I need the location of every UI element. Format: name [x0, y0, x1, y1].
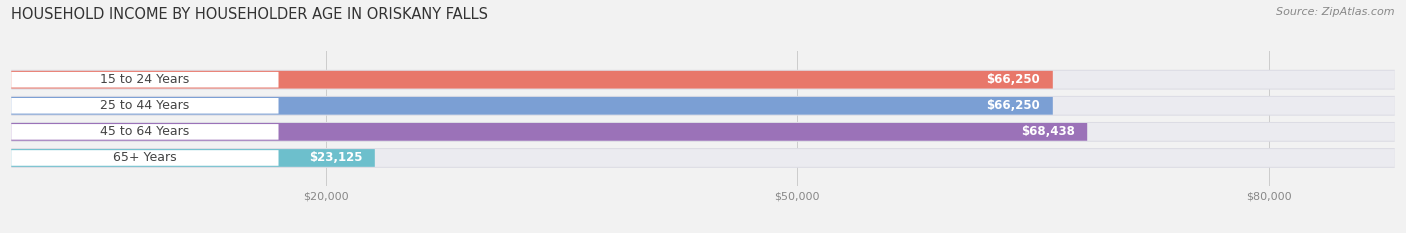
FancyBboxPatch shape [11, 123, 1087, 141]
FancyBboxPatch shape [11, 97, 1395, 115]
FancyBboxPatch shape [11, 71, 1053, 89]
Text: $66,250: $66,250 [987, 99, 1040, 112]
FancyBboxPatch shape [11, 96, 1395, 116]
Text: $66,250: $66,250 [987, 73, 1040, 86]
FancyBboxPatch shape [11, 98, 278, 114]
FancyBboxPatch shape [11, 149, 375, 167]
Text: 45 to 64 Years: 45 to 64 Years [100, 125, 190, 138]
Text: 65+ Years: 65+ Years [112, 151, 177, 164]
FancyBboxPatch shape [11, 70, 1395, 90]
FancyBboxPatch shape [11, 123, 1395, 141]
FancyBboxPatch shape [11, 124, 278, 140]
Text: 15 to 24 Years: 15 to 24 Years [100, 73, 190, 86]
Text: HOUSEHOLD INCOME BY HOUSEHOLDER AGE IN ORISKANY FALLS: HOUSEHOLD INCOME BY HOUSEHOLDER AGE IN O… [11, 7, 488, 22]
Text: Source: ZipAtlas.com: Source: ZipAtlas.com [1277, 7, 1395, 17]
Text: $23,125: $23,125 [309, 151, 363, 164]
FancyBboxPatch shape [11, 97, 1053, 115]
Text: $68,438: $68,438 [1021, 125, 1074, 138]
FancyBboxPatch shape [11, 71, 1395, 89]
Text: 25 to 44 Years: 25 to 44 Years [100, 99, 190, 112]
FancyBboxPatch shape [11, 150, 278, 166]
FancyBboxPatch shape [11, 122, 1395, 142]
FancyBboxPatch shape [11, 148, 1395, 168]
FancyBboxPatch shape [11, 149, 1395, 167]
FancyBboxPatch shape [11, 72, 278, 88]
